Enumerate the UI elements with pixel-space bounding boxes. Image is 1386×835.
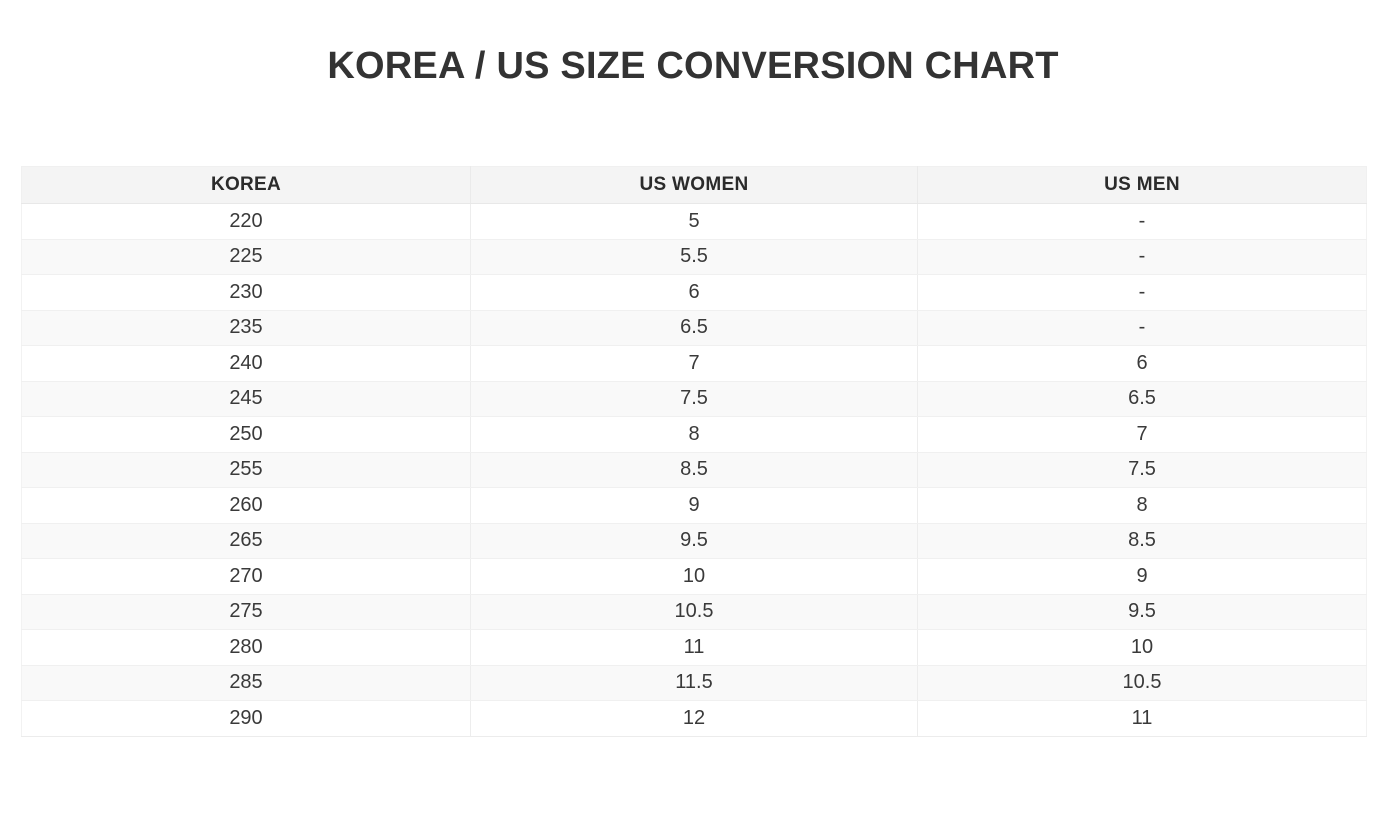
cell-us-women: 6.5 (470, 310, 918, 346)
cell-korea: 260 (21, 487, 471, 524)
cell-us-women: 11 (470, 629, 918, 666)
cell-us-men: 6 (917, 345, 1367, 382)
cell-korea: 245 (21, 381, 471, 417)
cell-korea: 220 (21, 203, 471, 240)
page-title: KOREA / US SIZE CONVERSION CHART (327, 45, 1059, 88)
table-body: 220 5-225 5.5-230 6-235 6.5-240 7 6 245 7.5 6.5 25… (21, 203, 1367, 737)
table-row: 220 5- (21, 203, 1367, 240)
cell-us-women: 9.5 (470, 523, 918, 559)
cell-us-women: 6 (470, 274, 918, 311)
table-row: 245 7.5 6.5 (21, 381, 1367, 417)
cell-us-men: 8.5 (917, 523, 1367, 559)
table-header-row: KOREA US WOMEN US MEN (21, 166, 1367, 204)
cell-us-men: - (917, 310, 1367, 346)
cell-korea: 230 (21, 274, 471, 311)
table-row: 260 9 8 (21, 487, 1367, 524)
cell-us-women: 9 (470, 487, 918, 524)
cell-us-men: 11 (917, 700, 1367, 737)
cell-korea: 225 (21, 239, 471, 275)
cell-us-women: 5.5 (470, 239, 918, 275)
cell-us-men: 9 (917, 558, 1367, 595)
table-row: 270 10 9 (21, 558, 1367, 595)
table-row: 230 6- (21, 274, 1367, 311)
cell-korea: 265 (21, 523, 471, 559)
cell-korea: 285 (21, 665, 471, 701)
cell-us-women: 8.5 (470, 452, 918, 488)
table-row: 275 10.5 9.5 (21, 594, 1367, 630)
cell-us-women: 5 (470, 203, 918, 240)
cell-korea: 270 (21, 558, 471, 595)
cell-us-men: 10.5 (917, 665, 1367, 701)
cell-korea: 280 (21, 629, 471, 666)
column-header-korea: KOREA (21, 166, 471, 204)
cell-us-women: 7.5 (470, 381, 918, 417)
cell-korea: 235 (21, 310, 471, 346)
cell-us-women: 8 (470, 416, 918, 453)
table-row: 255 8.5 7.5 (21, 452, 1367, 488)
cell-us-women: 10.5 (470, 594, 918, 630)
cell-us-men: 8 (917, 487, 1367, 524)
cell-us-women: 7 (470, 345, 918, 382)
table-row: 235 6.5- (21, 310, 1367, 346)
cell-us-women: 12 (470, 700, 918, 737)
cell-us-women: 11.5 (470, 665, 918, 701)
cell-us-men: 7.5 (917, 452, 1367, 488)
size-conversion-table: KOREA US WOMEN US MEN 220 5-225 5.5-230 6-2… (21, 166, 1367, 737)
cell-us-men: 6.5 (917, 381, 1367, 417)
cell-korea: 255 (21, 452, 471, 488)
table-row: 250 8 7 (21, 416, 1367, 453)
table-row: 285 11.5 10.5 (21, 665, 1367, 701)
cell-us-men: 7 (917, 416, 1367, 453)
table-row: 290 12 11 (21, 700, 1367, 737)
column-header-us-women: US WOMEN (470, 166, 918, 204)
table-row: 265 9.5 8.5 (21, 523, 1367, 559)
cell-us-men: - (917, 203, 1367, 240)
cell-us-men: - (917, 274, 1367, 311)
column-header-us-men: US MEN (917, 166, 1367, 204)
cell-korea: 290 (21, 700, 471, 737)
table-row: 225 5.5- (21, 239, 1367, 275)
table-row: 240 7 6 (21, 345, 1367, 382)
table-row: 280 11 10 (21, 629, 1367, 666)
cell-korea: 275 (21, 594, 471, 630)
cell-us-men: 9.5 (917, 594, 1367, 630)
cell-us-men: - (917, 239, 1367, 275)
cell-us-women: 10 (470, 558, 918, 595)
size-conversion-table-container: KOREA US WOMEN US MEN 220 5-225 5.5-230 6-2… (21, 166, 1367, 737)
cell-korea: 250 (21, 416, 471, 453)
cell-us-men: 10 (917, 629, 1367, 666)
cell-korea: 240 (21, 345, 471, 382)
table-header: KOREA US WOMEN US MEN (21, 166, 1367, 204)
